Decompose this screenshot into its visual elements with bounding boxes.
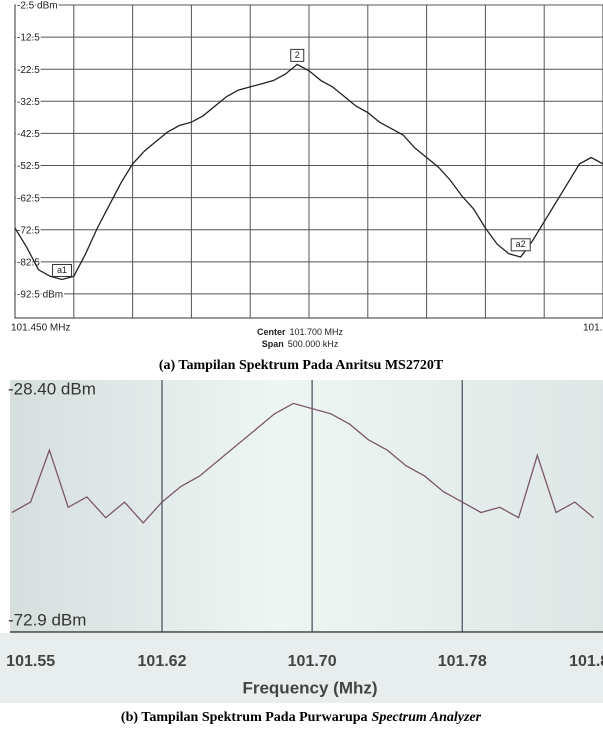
caption: (b) Tampilan Spektrum Pada Purwarupa Spec… [121,710,482,725]
x-tick-label: 101.62 [138,653,187,670]
x-tick-label: 101.450 MHz [11,323,70,334]
caption: (a) Tampilan Spektrum Pada Anritsu MS272… [159,358,444,373]
caption-text: (b) Tampilan Spektrum Pada Purwarupa [121,710,368,725]
figure: -2.5 dBm -12.5 -22.5 -32.5 -42.5 -52.5 -62.5 -7… [0,0,603,731]
y-tick-label: -32.5 [17,97,40,108]
y-tick-label: -22.5 [17,65,40,76]
span-text: Span 500.000 kHz [262,339,339,349]
marker-label: a1 [57,265,67,275]
y-tick-label: -62.5 [17,193,40,204]
x-tick-label: 101.70 [288,653,337,670]
plot-background [10,380,603,632]
x-tick-label: 101.950 MHz [583,323,603,334]
marker-label: 2 [295,50,300,60]
x-axis-label: Frequency (Mhz) [242,678,377,697]
y-tick-label: -72.9 dBm [8,611,86,630]
y-tick-label: -12.5 [17,33,40,44]
y-tick-label: -72.5 [17,225,40,236]
y-tick-label: -92.5 dBm [17,290,63,301]
y-tick-label: -28.40 dBm [8,379,96,398]
y-tick-label: -2.5 dBm [17,1,58,12]
x-tick-label: 101.55 [6,653,55,670]
span-label: Span [262,339,284,349]
center-value: 101.700 MHz [289,327,343,337]
y-tick-label: -42.5 [17,129,40,140]
caption-italic: Spectrum Analyzer [372,710,482,725]
y-tick-label: -52.5 [17,161,40,172]
x-tick-label: 101.85 [569,653,603,670]
span-value: 500.000 kHz [288,339,339,349]
marker-label: a2 [516,239,526,249]
center-label: Center [257,327,286,337]
x-tick-label: 101.78 [438,653,487,670]
